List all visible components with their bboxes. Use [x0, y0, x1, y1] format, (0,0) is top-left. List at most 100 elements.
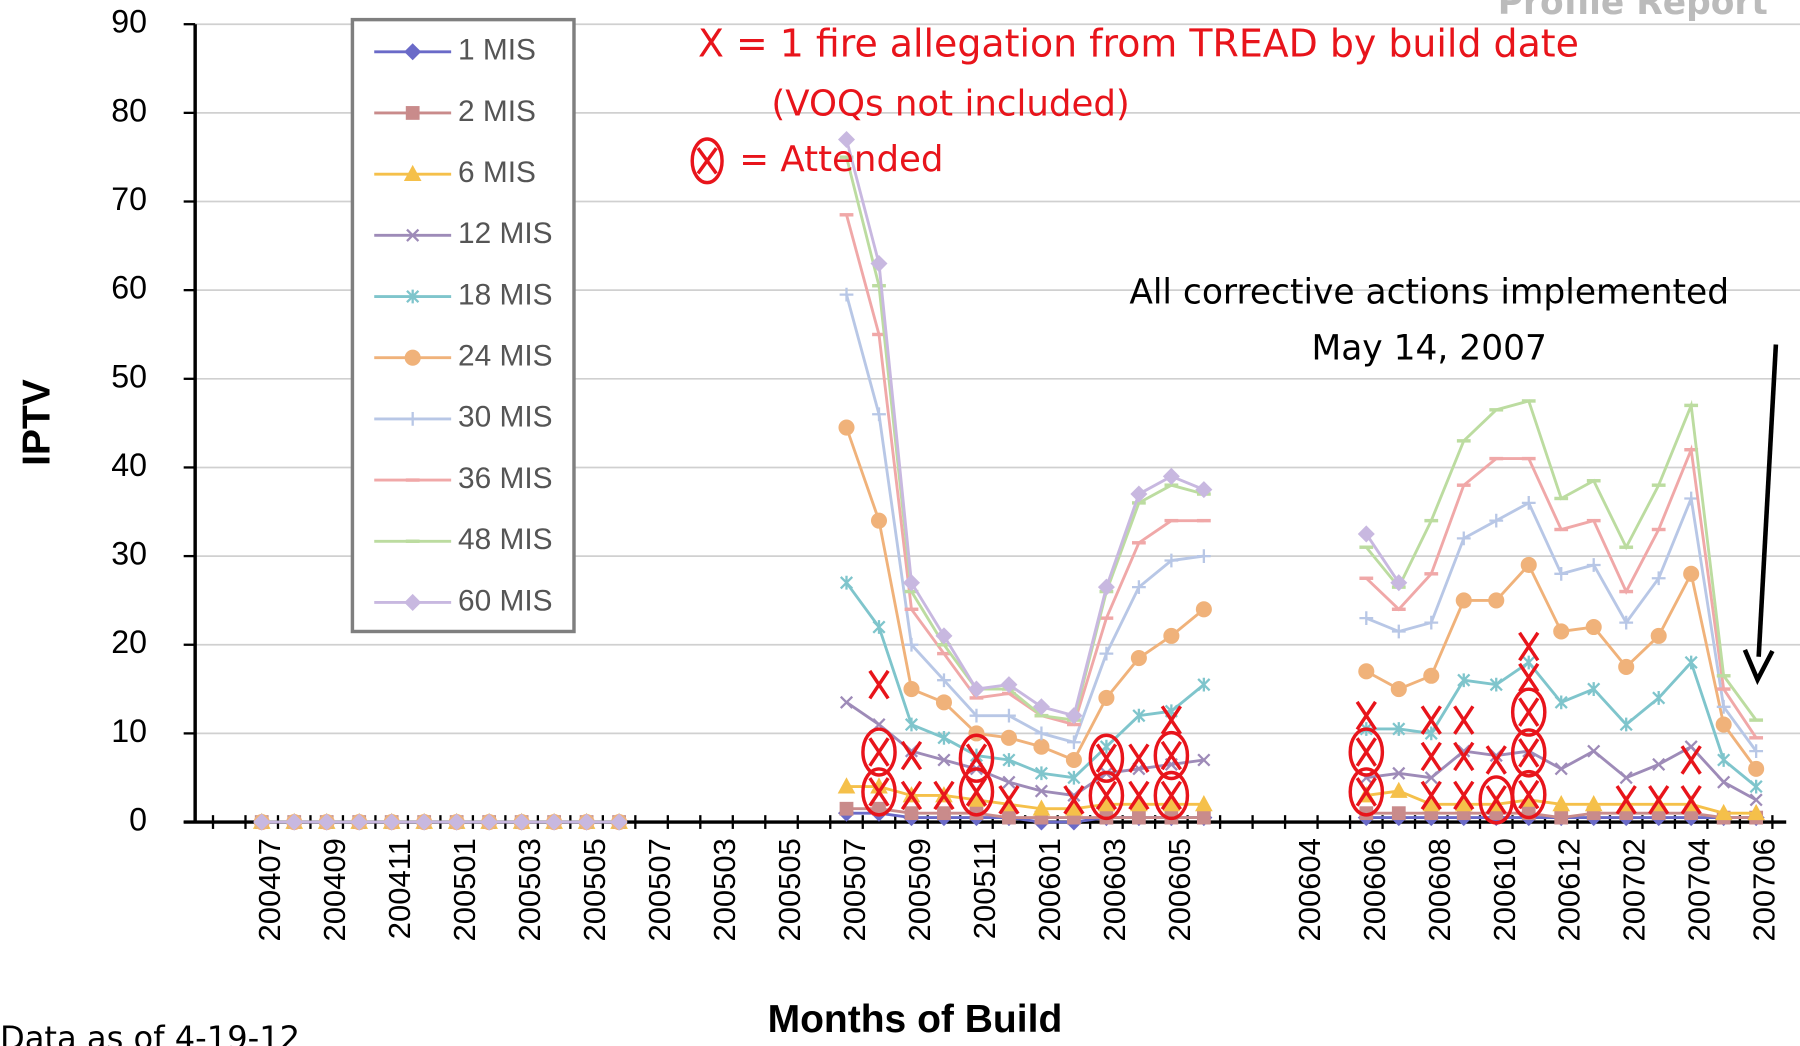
x-mark — [1420, 780, 1442, 811]
point — [1424, 726, 1438, 741]
point — [350, 813, 368, 831]
point — [1197, 753, 1211, 767]
x-mark — [868, 669, 890, 700]
x-mark — [1518, 662, 1540, 693]
x-tick-label: 200610 — [1487, 838, 1522, 941]
point — [480, 813, 498, 831]
point — [1067, 770, 1081, 785]
point — [839, 287, 854, 302]
point — [937, 673, 951, 688]
x-tick-label: 200608 — [1422, 838, 1457, 941]
point — [1586, 558, 1601, 572]
point — [1684, 491, 1699, 506]
point — [1099, 646, 1114, 661]
legend-label: 6 MIS — [458, 156, 536, 189]
point — [1097, 578, 1115, 596]
point — [1389, 781, 1408, 798]
attended-circle — [861, 767, 897, 817]
point — [839, 801, 854, 816]
point — [415, 813, 433, 831]
point — [1357, 525, 1375, 543]
x-mark — [998, 785, 1020, 815]
point — [1715, 716, 1732, 733]
legend-label: 2 MIS — [458, 95, 536, 128]
point — [1553, 623, 1570, 640]
corner-title: Profile Report — [1498, 0, 1768, 23]
fire-allegation — [1518, 631, 1540, 662]
x-mark — [1128, 780, 1150, 811]
fire-allegation — [900, 780, 923, 811]
attended-circle — [958, 733, 995, 783]
x-mark — [1420, 705, 1442, 735]
point — [1717, 775, 1731, 789]
x-tick-label: 200507 — [642, 838, 677, 941]
y-tick-label: 90 — [111, 4, 147, 40]
point — [1584, 795, 1603, 812]
point — [404, 349, 421, 366]
point — [1619, 771, 1633, 785]
annotation-x: X = 1 fire allegation from TREAD by buil… — [698, 22, 1579, 66]
x-mark — [1160, 740, 1182, 771]
point — [1456, 531, 1471, 546]
y-tick-label: 20 — [111, 624, 147, 660]
attended-circle — [1510, 687, 1547, 737]
fire-allegation — [1648, 785, 1670, 815]
attended-allegation — [1348, 727, 1385, 777]
x-mark — [1453, 741, 1475, 772]
x-tick-label: 200503 — [707, 838, 742, 941]
attended-allegation — [1153, 730, 1190, 781]
x-mark — [868, 777, 890, 807]
point — [1132, 810, 1146, 825]
point — [1587, 682, 1601, 696]
point — [1522, 655, 1536, 670]
legend-label: 18 MIS — [458, 278, 553, 311]
point — [1488, 592, 1505, 609]
legend-label: 24 MIS — [458, 340, 553, 373]
y-tick-label: 50 — [111, 358, 147, 394]
x-mark — [1680, 785, 1702, 815]
point — [1714, 803, 1733, 821]
legend-label: 60 MIS — [458, 584, 553, 617]
x-tick-label: 200503 — [512, 838, 547, 941]
point — [405, 106, 420, 120]
point — [1554, 762, 1568, 776]
attended-circle — [1153, 730, 1190, 781]
fire-allegation — [1128, 780, 1150, 811]
fire-allegation — [1453, 705, 1475, 735]
legend-label: 12 MIS — [458, 217, 553, 250]
point — [1162, 795, 1181, 812]
legend-label: 36 MIS — [458, 462, 553, 495]
y-tick-label: 40 — [111, 447, 147, 483]
point — [1163, 627, 1180, 644]
x-tick-label: 200411 — [382, 838, 417, 939]
point — [1749, 793, 1763, 807]
point — [1619, 615, 1634, 630]
fire-allegation — [933, 780, 955, 811]
point — [1359, 611, 1374, 626]
point — [1455, 592, 1472, 609]
annotation-voq: (VOQs not included) — [771, 84, 1129, 125]
x-tick-label: 200601 — [1032, 838, 1067, 941]
point — [1132, 580, 1146, 595]
y-tick-label: 60 — [111, 270, 147, 306]
x-mark — [1680, 745, 1702, 775]
point — [1489, 513, 1504, 528]
point — [1587, 744, 1601, 758]
point — [1098, 689, 1115, 706]
point — [903, 681, 920, 698]
y-tick-label: 10 — [111, 713, 147, 749]
fire-allegation — [1420, 780, 1442, 811]
point — [610, 813, 628, 831]
point — [1067, 735, 1081, 750]
x-tick-label: 200612 — [1552, 838, 1587, 941]
point — [1652, 757, 1666, 771]
point — [904, 717, 919, 732]
point — [1489, 677, 1503, 692]
point — [1000, 676, 1018, 694]
fire-allegation — [1485, 745, 1507, 775]
attended-allegation — [1088, 770, 1125, 821]
point — [872, 620, 886, 634]
point — [1130, 485, 1148, 503]
